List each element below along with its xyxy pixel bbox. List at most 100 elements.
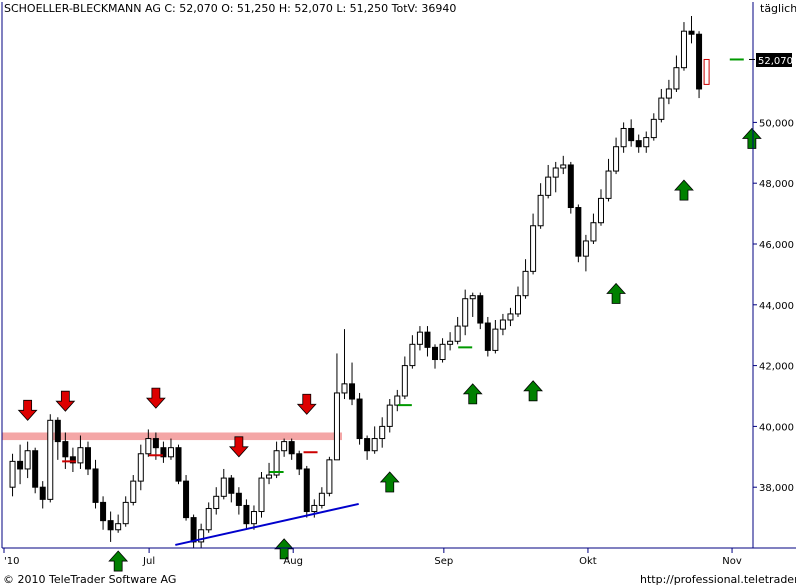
candle: [371, 426, 378, 454]
candle-body: [39, 486, 46, 500]
chart-title: SCHOELLER-BLECKMANN AG C: 52,070 O: 51,2…: [4, 2, 456, 15]
candle-body: [349, 383, 356, 400]
candle: [167, 438, 174, 460]
candle: [235, 487, 242, 515]
candle-body: [530, 225, 537, 272]
candle-body: [235, 492, 242, 506]
candle: [39, 481, 46, 509]
candle-body: [243, 504, 250, 525]
candle-body: [190, 517, 197, 543]
candle: [115, 514, 122, 533]
candle-body: [311, 504, 318, 513]
candle-body: [643, 137, 650, 148]
x-tick-label: '10: [4, 556, 19, 567]
candle-body: [107, 520, 114, 531]
sell-signal-arrow: [55, 390, 76, 412]
candle: [190, 514, 197, 548]
candle-body: [673, 67, 680, 90]
candle-body: [62, 441, 69, 458]
candle: [492, 320, 499, 354]
y-tick-label: 42,000: [759, 362, 794, 373]
candle-body: [439, 343, 446, 361]
candle-body: [92, 468, 99, 503]
period-label: täglich: [760, 2, 796, 15]
candle: [205, 502, 212, 533]
candle: [62, 432, 69, 469]
candle: [100, 496, 107, 530]
candle: [552, 161, 559, 193]
buy-signal-arrow: [606, 282, 626, 304]
support-trendline: [175, 502, 359, 546]
candle-body: [198, 529, 205, 543]
candle: [484, 316, 491, 357]
candle: [424, 326, 431, 357]
candle-body: [401, 365, 408, 397]
buy-signal-arrow: [108, 550, 129, 572]
resistance-zone: [2, 432, 342, 441]
candle: [288, 438, 295, 460]
candle-body: [228, 477, 235, 494]
candle-body: [545, 176, 552, 196]
buy-signal-arrow: [379, 471, 400, 493]
candle-body: [122, 501, 129, 525]
candle-body: [341, 383, 348, 394]
candle: [477, 292, 484, 330]
candle-body: [394, 395, 401, 406]
candle: [145, 429, 152, 457]
candle: [401, 356, 408, 400]
candle: [567, 161, 574, 214]
x-tick-label: Aug: [283, 556, 303, 567]
candle: [409, 335, 416, 369]
candle-body: [590, 222, 597, 242]
candle: [522, 259, 529, 299]
candle-body: [175, 447, 182, 482]
candle: [137, 444, 144, 491]
candle-body: [137, 453, 144, 482]
candle-body: [250, 511, 257, 525]
candle-body: [447, 340, 454, 345]
candle: [628, 119, 635, 147]
candle: [386, 399, 393, 433]
candle: [77, 435, 84, 469]
candle: [590, 213, 597, 244]
candle: [416, 326, 423, 351]
candle: [454, 316, 461, 345]
candle-body: [492, 328, 499, 351]
candle: [545, 164, 552, 199]
candle-body: [371, 438, 378, 452]
candle: [333, 353, 340, 461]
footer-url: http://professional.teletrader.com/: [640, 573, 796, 586]
y-tick-label: 50,000: [759, 118, 794, 129]
candle: [266, 462, 273, 485]
candle-body: [115, 523, 122, 531]
candle: [9, 453, 16, 497]
candle-body: [597, 197, 604, 224]
candle: [69, 447, 76, 472]
candle-body: [17, 460, 24, 470]
candle: [258, 472, 265, 518]
candle: [620, 122, 627, 153]
candle-body: [296, 453, 303, 470]
candle: [84, 441, 91, 476]
candle-body: [703, 58, 710, 85]
candle-body: [560, 164, 567, 169]
candle-body: [47, 419, 54, 500]
x-tick-label: Jul: [142, 556, 155, 567]
candle-body: [84, 447, 91, 470]
candle-body: [499, 319, 506, 330]
candle-body: [658, 97, 665, 120]
candle-body: [432, 346, 439, 361]
candle-body: [258, 477, 265, 513]
candle: [107, 511, 114, 542]
candle-body: [582, 240, 589, 257]
candle: [341, 329, 348, 400]
footer-copyright: © 2010 TeleTrader Software AG: [3, 573, 176, 586]
candle: [130, 475, 137, 506]
candle: [665, 79, 672, 105]
candle: [379, 417, 386, 448]
candle: [507, 307, 514, 327]
candle-body: [507, 313, 514, 321]
candle-body: [575, 207, 582, 257]
candle: [296, 450, 303, 476]
